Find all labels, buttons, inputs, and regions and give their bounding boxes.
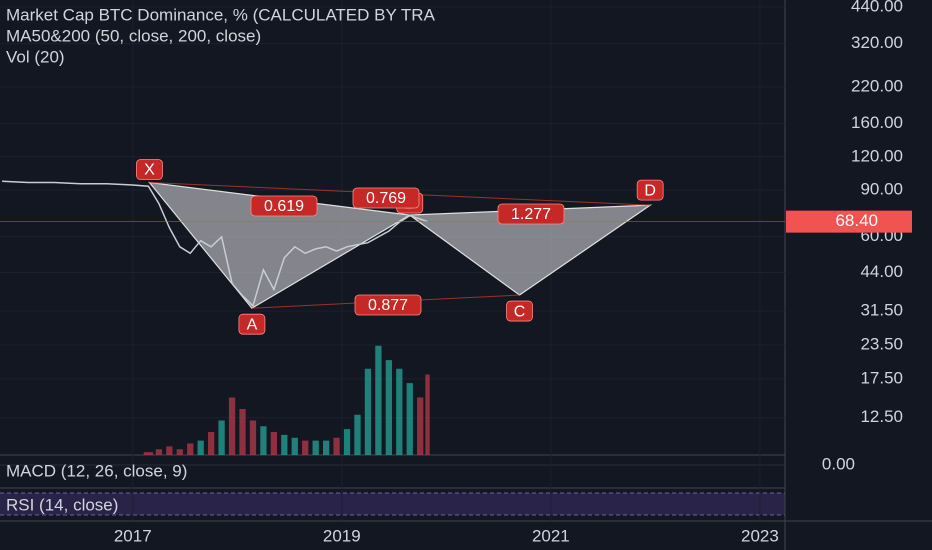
y-tick-label: 0.00 xyxy=(822,454,855,473)
y-tick-label: 44.00 xyxy=(860,262,903,281)
plot xyxy=(0,180,785,455)
volume-bar xyxy=(343,429,351,455)
indicator-label: RSI (14, close) xyxy=(6,495,118,514)
volume-bar xyxy=(354,414,361,455)
pattern-point-label: X xyxy=(144,162,155,179)
y-tick-label: 23.50 xyxy=(860,334,903,353)
volume-bar xyxy=(260,426,267,455)
indicator-label: Vol (20) xyxy=(6,47,65,66)
y-tick-label: 90.00 xyxy=(860,179,903,198)
pattern-ratio-label: 0.769 xyxy=(366,190,406,207)
y-tick-label: 17.50 xyxy=(860,368,903,387)
volume-bar xyxy=(333,437,340,455)
pattern-ratio-label: 0.877 xyxy=(368,297,408,314)
volume-bar xyxy=(249,420,257,455)
last-price-label: 68.40 xyxy=(835,211,878,230)
chart-title: Market Cap BTC Dominance, % (CALCULATED … xyxy=(6,5,436,24)
pattern-point-label-box xyxy=(506,300,533,322)
volume-bar xyxy=(143,452,154,455)
pattern-ratio-label-box xyxy=(352,187,420,209)
volume-bar xyxy=(197,440,204,455)
indicator-label: MACD (12, 26, close, 9) xyxy=(6,461,187,480)
rsi-band xyxy=(0,493,785,515)
volume-bar xyxy=(281,434,288,455)
volume-bar xyxy=(312,440,319,455)
y-tick-label: 220.00 xyxy=(851,76,903,95)
pattern-ratio-label: 1.277 xyxy=(511,206,551,223)
grid xyxy=(0,0,785,521)
pattern-point-label-box xyxy=(636,179,664,201)
y-tick-label: 120.00 xyxy=(851,146,903,165)
pattern-ratio-label-box xyxy=(497,203,565,225)
volume-bar xyxy=(417,397,424,455)
price-line xyxy=(2,180,428,308)
volume-bar xyxy=(385,360,392,455)
x-tick-label: 2019 xyxy=(323,526,361,545)
indicator-label: MA50&200 (50, close, 200, close) xyxy=(6,26,261,45)
pattern-ratio-label-box xyxy=(250,195,318,217)
y-tick-label: 320.00 xyxy=(851,33,903,52)
x-tick-label: 2023 xyxy=(741,526,779,545)
volume-bar xyxy=(239,409,246,455)
volume-bar xyxy=(396,368,403,455)
volume-bar xyxy=(155,449,163,455)
x-tick-label: 2021 xyxy=(532,526,570,545)
pattern-point-label: D xyxy=(644,182,656,199)
volume-bar xyxy=(291,437,298,455)
volume-bar xyxy=(176,449,183,455)
pattern-point-label: C xyxy=(514,303,526,320)
volume-bar xyxy=(375,345,382,455)
volume-bar xyxy=(364,368,372,455)
volume-bar xyxy=(208,432,215,455)
pattern-point-label: A xyxy=(247,316,258,333)
y-tick-label: 440.00 xyxy=(851,0,903,15)
volume-bar xyxy=(406,383,413,455)
y-tick-label: 160.00 xyxy=(851,113,903,132)
pattern-point-label-box xyxy=(136,159,163,180)
y-tick-label: 31.50 xyxy=(860,301,903,320)
volume-bar xyxy=(166,446,173,455)
last-price-box xyxy=(786,210,912,233)
volume-bar xyxy=(425,374,430,455)
y-tick-label: 12.50 xyxy=(860,407,903,426)
volume-bar xyxy=(302,440,309,455)
volume-bar xyxy=(187,443,194,455)
pattern-ratio-label: 0.619 xyxy=(264,198,304,215)
volume-bar xyxy=(322,440,330,455)
x-tick-label: 2017 xyxy=(114,526,152,545)
pattern-point-label-box xyxy=(238,313,266,335)
volume-bar xyxy=(270,432,277,455)
volume-bar xyxy=(218,420,225,455)
pattern-ratio-label-box xyxy=(354,294,422,316)
volume-bar xyxy=(228,397,236,455)
